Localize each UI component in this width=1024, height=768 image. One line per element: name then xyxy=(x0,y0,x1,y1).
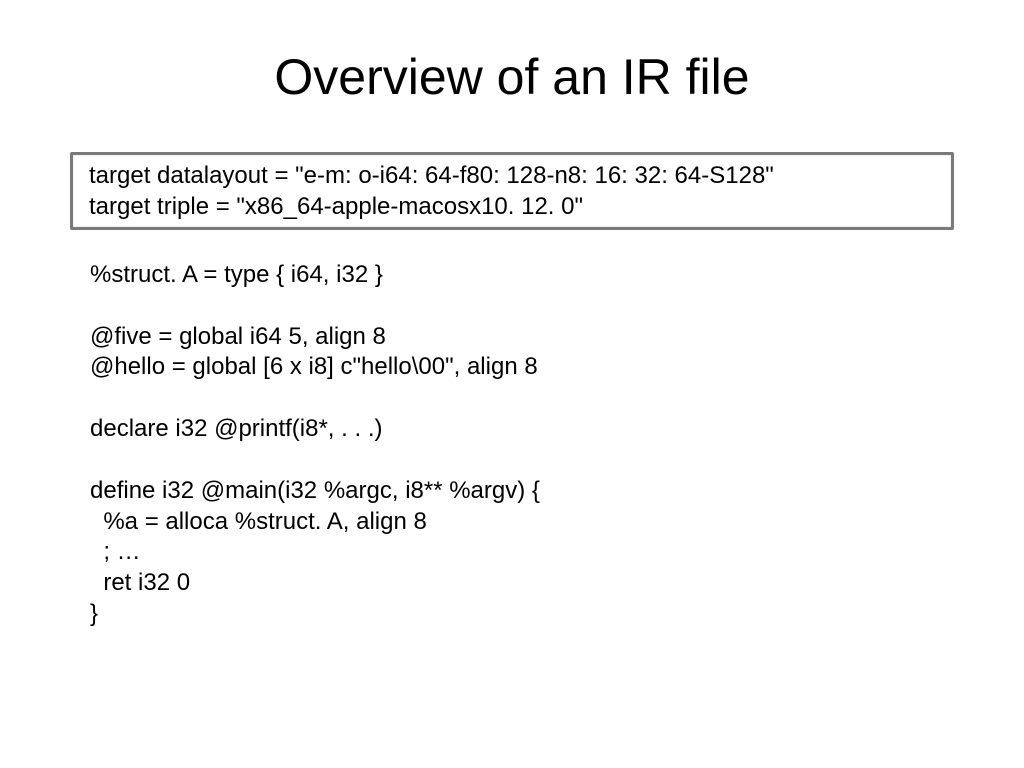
blank-line xyxy=(90,383,940,414)
code-line-global-hello: @hello = global [6 x i8] c"hello\00", al… xyxy=(90,352,940,383)
blank-line xyxy=(90,445,940,476)
code-line-struct: %struct. A = type { i64, i32 } xyxy=(90,260,940,291)
code-line-close-brace: } xyxy=(90,599,940,630)
slide: Overview of an IR file target datalayout… xyxy=(0,0,1024,768)
highlighted-code-box: target datalayout = "e-m: o-i64: 64-f80:… xyxy=(70,152,954,230)
code-line-target-triple: target triple = "x86_64-apple-macosx10. … xyxy=(89,192,935,223)
slide-title: Overview of an IR file xyxy=(0,48,1024,106)
code-line-global-five: @five = global i64 5, align 8 xyxy=(90,322,940,353)
code-line-ellipsis: ; … xyxy=(90,537,940,568)
code-line-define-main: define i32 @main(i32 %argc, i8** %argv) … xyxy=(90,476,940,507)
blank-line xyxy=(90,291,940,322)
code-body: %struct. A = type { i64, i32 } @five = g… xyxy=(90,260,940,629)
code-line-alloca: %a = alloca %struct. A, align 8 xyxy=(90,507,940,538)
code-line-target-datalayout: target datalayout = "e-m: o-i64: 64-f80:… xyxy=(89,161,935,192)
code-line-ret: ret i32 0 xyxy=(90,568,940,599)
code-line-declare-printf: declare i32 @printf(i8*, . . .) xyxy=(90,414,940,445)
